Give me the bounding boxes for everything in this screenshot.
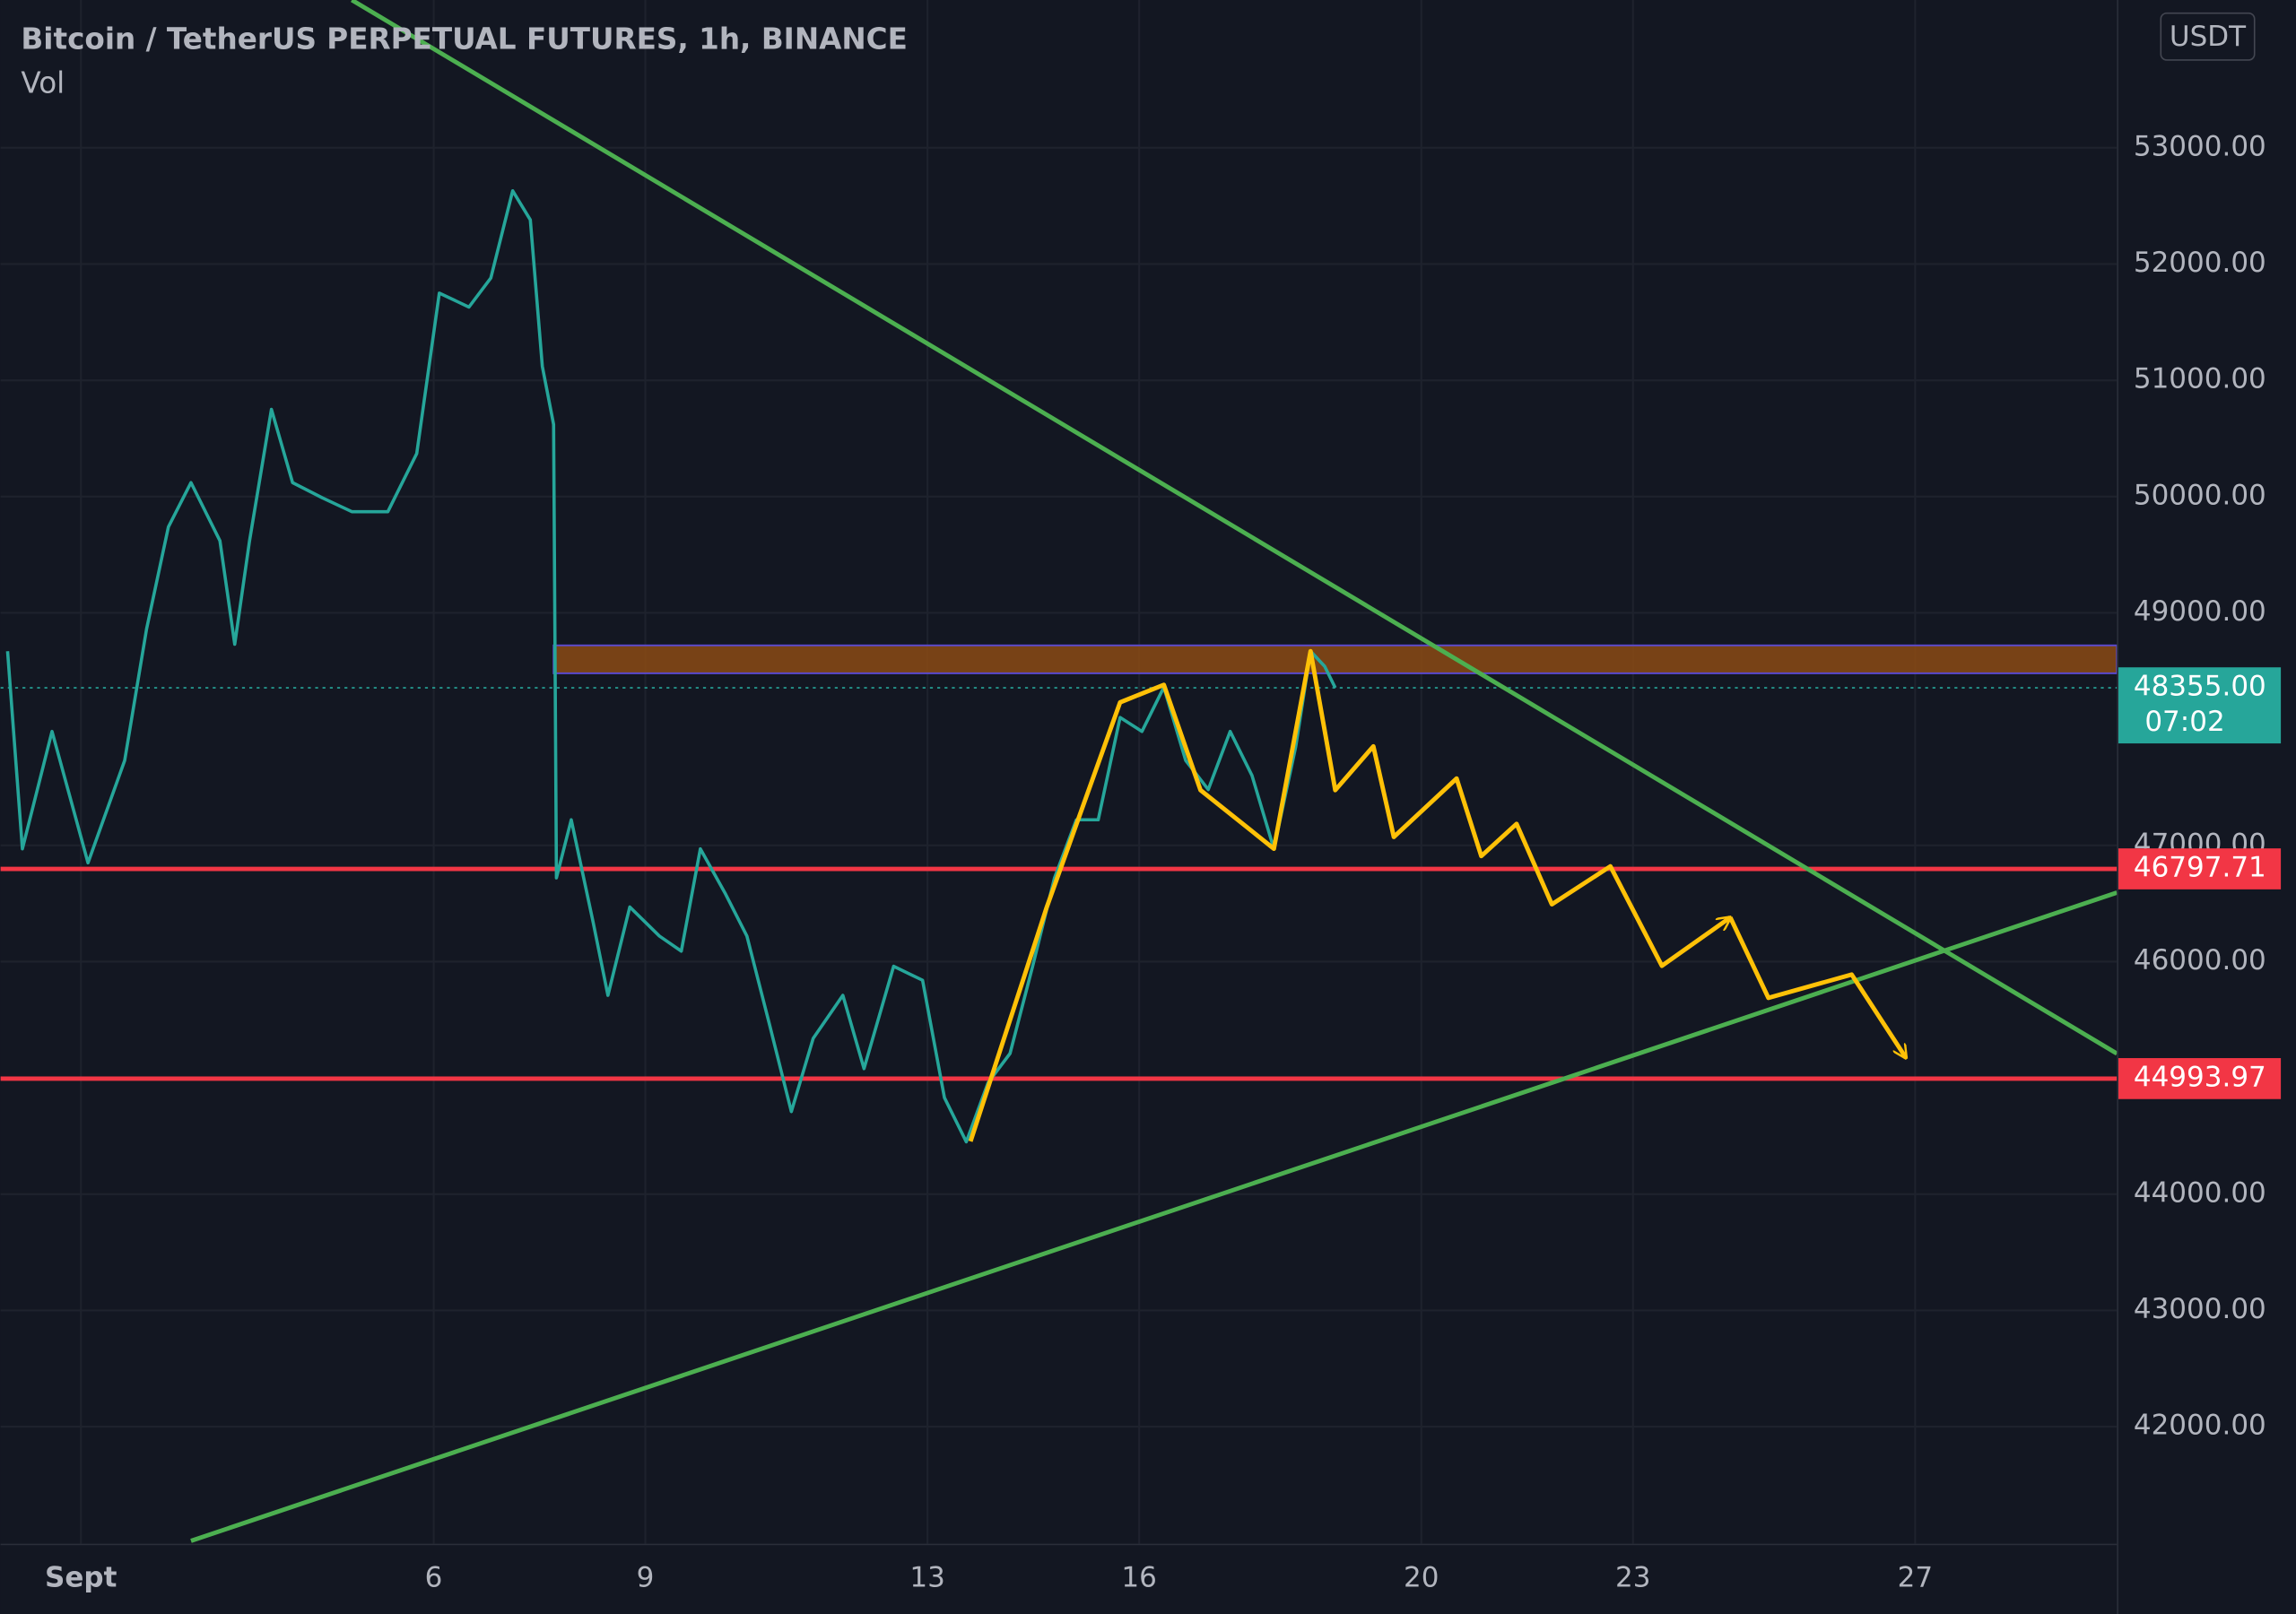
x-tick-label: 6 [425, 1561, 443, 1593]
projection-path [1728, 916, 1906, 1058]
x-tick-label: Sept [45, 1561, 117, 1593]
plot-area [0, 0, 2118, 1543]
x-tick-label: 16 [1121, 1561, 1156, 1593]
x-tick-label: 9 [637, 1561, 655, 1593]
y-tick-label: 46000.00 [2134, 944, 2266, 976]
y-tick-label: 43000.00 [2134, 1293, 2266, 1325]
currency-box[interactable] [2160, 12, 2256, 61]
chart-title: Bitcoin / TetherUS PERPETUAL FUTURES, 1h… [21, 22, 907, 56]
countdown-label: 07:02 [2144, 706, 2224, 738]
currency-label[interactable]: USDT [2170, 21, 2247, 53]
indicator-label: Vol [21, 66, 65, 100]
grid [0, 0, 2118, 1544]
y-tick-label: 44000.00 [2134, 1176, 2266, 1209]
y-tick-label: 53000.00 [2134, 130, 2266, 162]
trendline [190, 890, 2118, 1543]
y-tick-label: 50000.00 [2134, 479, 2266, 511]
x-tick-label: 13 [909, 1561, 944, 1593]
last-price-box [2118, 667, 2282, 744]
x-tick-label: 23 [1615, 1561, 1650, 1593]
last-price-label: 48355.00 [2134, 671, 2266, 703]
level-label-box [2118, 1058, 2282, 1099]
x-tick-label: 27 [1898, 1561, 1933, 1593]
price-line [5, 188, 1337, 1144]
projection-path [968, 648, 1730, 1142]
y-tick-label: 52000.00 [2134, 247, 2266, 279]
level-label-box [2118, 848, 2282, 889]
axes: 42000.0043000.0044000.0046000.0047000.00… [45, 130, 2282, 1593]
trendline [351, 0, 2118, 1056]
y-tick-label: 51000.00 [2134, 363, 2266, 395]
y-tick-label: 49000.00 [2134, 595, 2266, 628]
level-label: 44993.97 [2134, 1061, 2266, 1093]
y-tick-label: 42000.00 [2134, 1410, 2266, 1442]
level-label: 46797.71 [2134, 852, 2266, 884]
x-tick-label: 20 [1404, 1561, 1439, 1593]
resistance-zone [552, 644, 2118, 674]
